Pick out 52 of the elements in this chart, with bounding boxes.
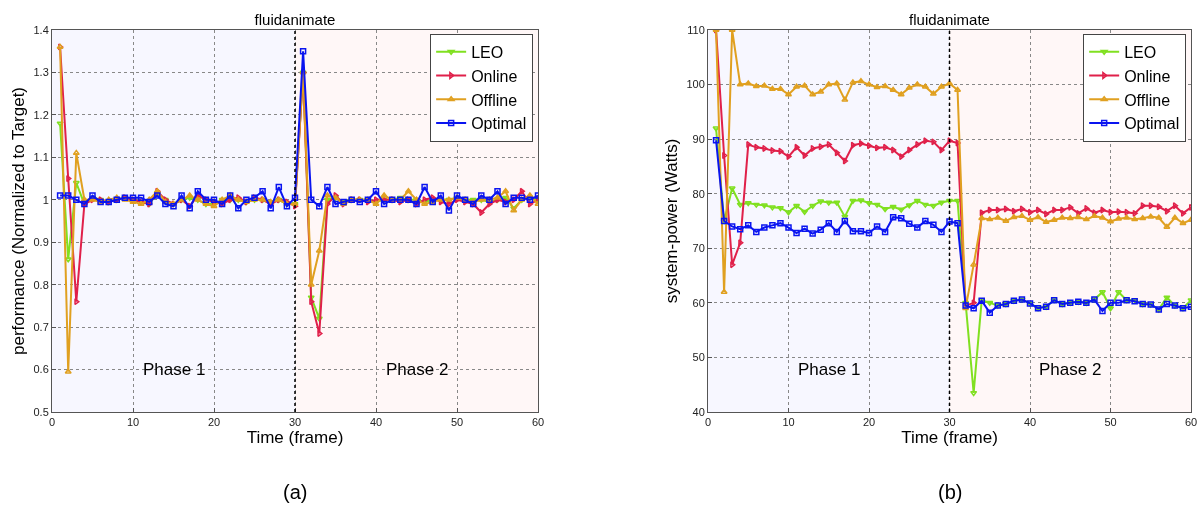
chart-title: fluidanimate (254, 10, 336, 28)
x-tick-label: 60 (1184, 416, 1198, 429)
legend-label: Optimal (1124, 115, 1180, 133)
x-axis-title: Time (frame) (246, 428, 344, 448)
band-label: Phase 2 (386, 360, 449, 379)
x-tick-label: 20 (862, 416, 876, 429)
y-tick-label: 0.8 (33, 278, 49, 291)
x-tick-label: 30 (288, 416, 302, 429)
x-tick-label: 10 (126, 416, 140, 429)
y-tick-label: 60 (692, 296, 705, 309)
chart-title: fluidanimate (909, 10, 990, 28)
y-tick-label: 100 (686, 78, 705, 91)
x-tick-label: 10 (782, 416, 795, 429)
x-tick-label: 40 (1023, 416, 1037, 429)
text: (a) (283, 481, 308, 503)
x-tick-label: 30 (943, 416, 956, 429)
x-tick-label: 50 (1104, 416, 1117, 429)
y-tick-label: 1 (42, 193, 49, 206)
y-tick-label: 0.6 (33, 363, 49, 376)
x-tick-label: 50 (450, 416, 464, 429)
y-tick-label: 1.4 (33, 23, 49, 36)
y-tick-label: 0.9 (33, 236, 49, 249)
x-tick-label: 20 (207, 416, 221, 429)
y-axis-title: performance (Normalized to Target) (9, 86, 29, 356)
y-tick-label: 90 (692, 132, 705, 145)
y-tick-label: 50 (692, 351, 705, 364)
x-tick-label: 60 (531, 416, 545, 429)
x-axis-title: Time (frame) (901, 428, 998, 448)
band-label: Phase 1 (798, 360, 861, 379)
legend-label: LEO (471, 43, 504, 61)
legend-label: Online (1124, 67, 1171, 85)
legend-label: Online (471, 67, 518, 85)
y-tick-label: 80 (692, 187, 705, 200)
y-tick-label: 1.2 (33, 108, 49, 121)
band-label: Phase 1 (143, 360, 206, 379)
y-tick-label: 70 (692, 242, 705, 255)
legend-label: Offline (471, 91, 518, 109)
y-axis-title: system-power (Watts) (661, 138, 681, 304)
x-tick-label: 0 (48, 416, 56, 429)
x-tick-label: 0 (704, 416, 712, 429)
x-tick-label: 40 (369, 416, 383, 429)
y-tick-label: 40 (692, 405, 705, 418)
y-tick-label: 0.5 (33, 405, 49, 418)
legend-label: Optimal (471, 115, 527, 133)
y-tick-label: 1.3 (33, 66, 49, 79)
legend-label: LEO (1124, 43, 1157, 61)
legend-label: Offline (1124, 91, 1171, 109)
text: (b) (938, 481, 963, 503)
band-label: Phase 2 (1039, 360, 1102, 379)
y-tick-label: 1.1 (33, 151, 49, 164)
y-tick-label: 110 (687, 23, 705, 36)
y-tick-label: 0.7 (33, 320, 49, 333)
